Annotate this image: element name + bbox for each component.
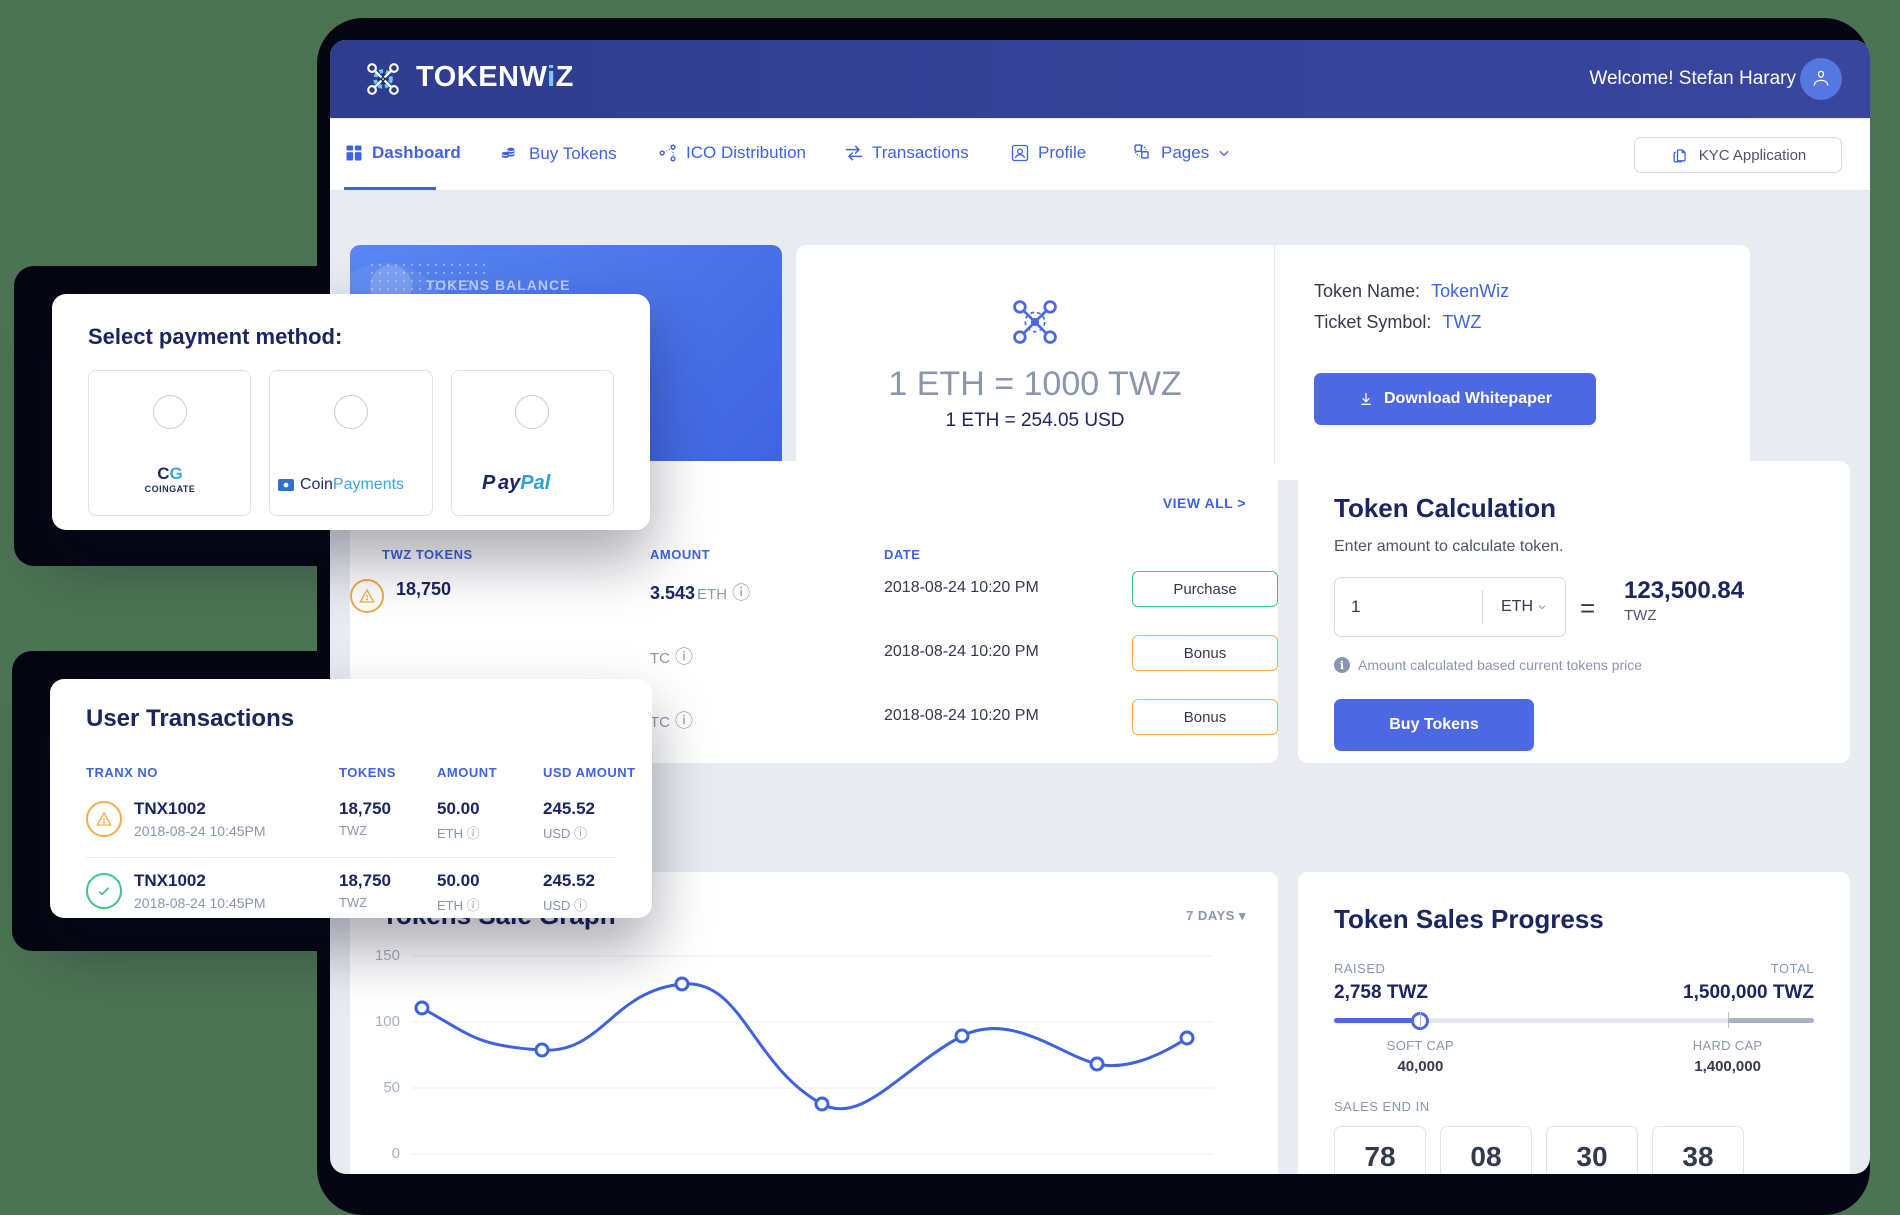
svg-text:ayPal: ayPal <box>498 472 551 494</box>
svg-text:04 Oct: 04 Oct <box>822 1171 863 1174</box>
svg-text:CoinPayments: CoinPayments <box>300 476 404 493</box>
svg-text:05 Oct: 05 Oct <box>962 1171 1003 1174</box>
svg-text:150: 150 <box>375 947 400 964</box>
svg-text:07 Oct: 07 Oct <box>1177 1171 1214 1174</box>
svg-text:COINGATE: COINGATE <box>144 484 195 494</box>
svg-text:02 Oct: 02 Oct <box>542 1171 583 1174</box>
svg-text:03 Oct: 03 Oct <box>682 1171 723 1174</box>
svg-text:0: 0 <box>392 1145 400 1162</box>
svg-text:P: P <box>482 472 496 494</box>
svg-text:100: 100 <box>375 1013 400 1030</box>
svg-text:CG: CG <box>157 465 183 483</box>
svg-text:06 Oct: 06 Oct <box>1097 1171 1138 1174</box>
svg-text:01 Oct: 01 Oct <box>412 1171 453 1174</box>
svg-text:50: 50 <box>383 1079 400 1096</box>
